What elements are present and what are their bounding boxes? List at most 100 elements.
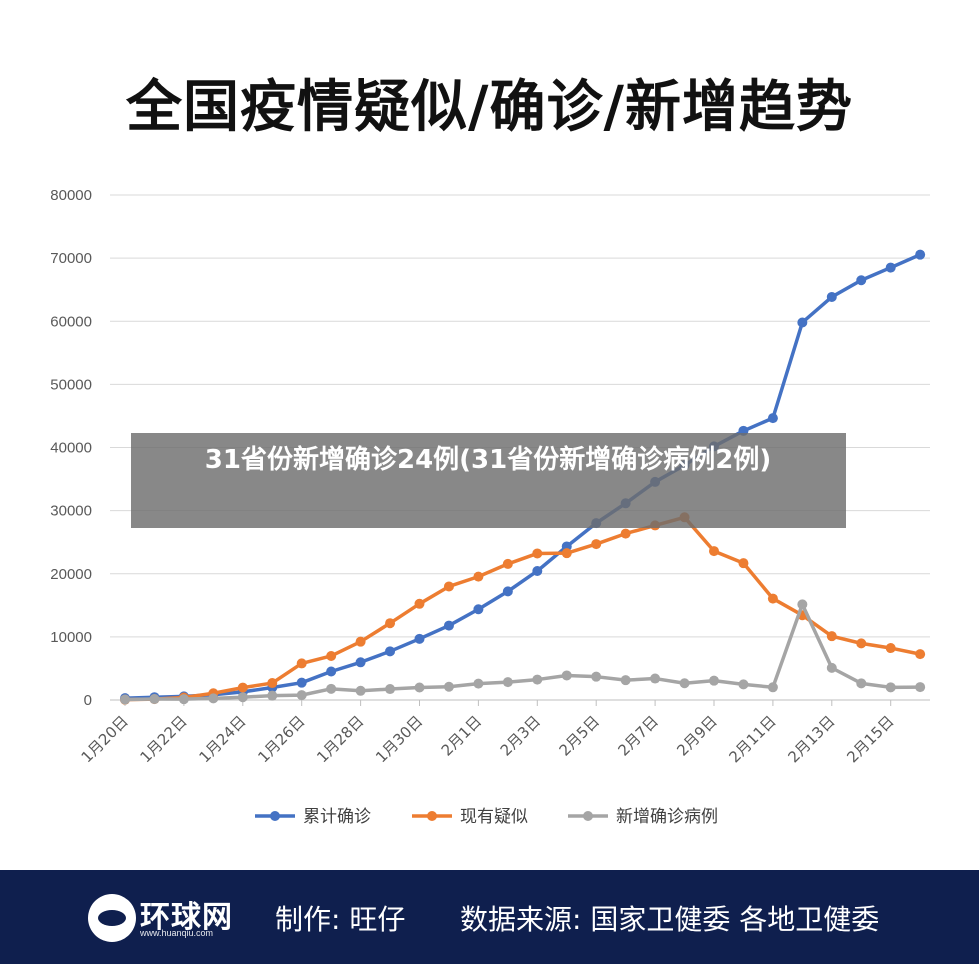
data-point bbox=[208, 693, 219, 704]
data-point bbox=[473, 571, 484, 582]
data-point bbox=[532, 674, 543, 685]
data-point bbox=[355, 685, 366, 696]
x-tick-label: 1月26日 bbox=[254, 712, 308, 766]
data-point bbox=[620, 528, 631, 539]
series-line bbox=[124, 253, 921, 700]
x-tick-label: 1月24日 bbox=[195, 712, 249, 766]
data-point bbox=[767, 593, 778, 604]
data-point bbox=[915, 249, 926, 260]
series-line bbox=[124, 515, 921, 702]
data-point bbox=[856, 678, 867, 689]
data-point bbox=[885, 682, 896, 693]
data-point bbox=[385, 618, 396, 629]
data-source: 数据来源: 国家卫健委 各地卫健委 bbox=[460, 903, 880, 936]
brand-site: www.huanqiu.com bbox=[140, 928, 214, 938]
legend: 累计确诊 现有疑似 新增确诊病例 bbox=[255, 807, 718, 827]
globe-logo-icon bbox=[88, 894, 136, 942]
y-axis-ticks: 0 10000 20000 30000 40000 50000 60000 70000 8000… bbox=[50, 187, 92, 709]
data-point bbox=[385, 684, 396, 695]
data-point bbox=[237, 682, 248, 693]
x-tick-label: 2月3日 bbox=[497, 712, 544, 759]
x-tick-label: 2月7日 bbox=[614, 712, 661, 759]
data-point bbox=[473, 678, 484, 689]
legend-swatch-marker bbox=[270, 811, 280, 821]
data-point bbox=[267, 690, 278, 701]
data-point bbox=[915, 682, 926, 693]
data-point bbox=[826, 662, 837, 673]
data-point bbox=[296, 658, 307, 669]
brand-name: 环球网 bbox=[140, 900, 233, 935]
data-point bbox=[797, 317, 808, 328]
data-point bbox=[237, 692, 248, 703]
data-point bbox=[385, 646, 396, 657]
data-point bbox=[178, 694, 189, 705]
data-point bbox=[738, 558, 749, 569]
y-tick-label: 20000 bbox=[50, 566, 92, 583]
y-tick-label: 50000 bbox=[50, 376, 92, 393]
data-point bbox=[326, 650, 337, 661]
series-1 bbox=[120, 512, 926, 705]
data-point bbox=[296, 677, 307, 688]
footer-bar: 环球网 www.huanqiu.com 制作: 旺仔 数据来源: 国家卫健委 各… bbox=[0, 870, 979, 964]
chart-title: 全国疫情疑似/确诊/新增趋势 bbox=[126, 74, 853, 140]
legend-item: 现有疑似 bbox=[412, 807, 528, 827]
y-tick-label: 0 bbox=[84, 692, 92, 709]
x-tick-label: 2月13日 bbox=[784, 712, 838, 766]
x-tick-label: 1月20日 bbox=[78, 712, 132, 766]
data-point bbox=[414, 682, 425, 693]
x-tick-label: 2月11日 bbox=[726, 712, 780, 766]
data-point bbox=[502, 586, 513, 597]
data-point bbox=[797, 599, 808, 610]
data-point bbox=[561, 670, 572, 681]
data-point bbox=[885, 262, 896, 273]
x-tick-label: 1月30日 bbox=[372, 712, 426, 766]
x-tick-label: 2月1日 bbox=[438, 712, 485, 759]
data-point bbox=[502, 677, 513, 688]
data-point bbox=[502, 558, 513, 569]
x-tick-label: 1月28日 bbox=[313, 712, 367, 766]
line-chart: 0 10000 20000 30000 40000 50000 60000 70000 8000… bbox=[50, 187, 930, 827]
data-point bbox=[355, 636, 366, 647]
data-point bbox=[826, 631, 837, 642]
data-point bbox=[709, 675, 719, 686]
y-tick-label: 70000 bbox=[50, 250, 92, 267]
series-line bbox=[124, 602, 921, 702]
y-tick-label: 40000 bbox=[50, 440, 92, 457]
legend-swatch-marker bbox=[583, 811, 593, 821]
data-point bbox=[650, 673, 661, 684]
y-tick-label: 30000 bbox=[50, 503, 92, 520]
series-2 bbox=[120, 599, 926, 705]
data-point bbox=[767, 682, 778, 693]
data-point bbox=[267, 678, 278, 689]
data-point bbox=[355, 657, 366, 668]
data-point bbox=[296, 690, 307, 701]
data-point bbox=[709, 546, 719, 557]
data-point bbox=[915, 649, 926, 660]
data-point bbox=[532, 565, 543, 576]
legend-item: 新增确诊病例 bbox=[568, 807, 718, 827]
y-tick-label: 80000 bbox=[50, 187, 92, 204]
x-tick-label: 2月5日 bbox=[556, 712, 603, 759]
headline-text[interactable]: 31省份新增确诊24例(31省份新增确诊病例2例) bbox=[204, 445, 772, 475]
legend-label: 新增确诊病例 bbox=[616, 807, 718, 827]
data-point bbox=[620, 675, 631, 686]
y-tick-label: 10000 bbox=[50, 629, 92, 646]
data-point bbox=[767, 413, 778, 424]
data-point bbox=[326, 666, 337, 677]
data-point bbox=[120, 694, 130, 705]
data-point bbox=[149, 694, 160, 705]
legend-label: 现有疑似 bbox=[460, 807, 528, 827]
legend-label: 累计确诊 bbox=[303, 807, 371, 827]
headline-overlay[interactable]: 31省份新增确诊24例(31省份新增确诊病例2例) bbox=[131, 433, 846, 528]
data-point bbox=[443, 620, 454, 631]
data-point bbox=[591, 539, 602, 550]
data-point bbox=[856, 638, 867, 649]
data-point bbox=[443, 681, 454, 692]
data-point bbox=[885, 643, 896, 654]
data-point bbox=[414, 598, 425, 609]
data-point bbox=[532, 548, 543, 559]
x-tick-label: 2月15日 bbox=[843, 712, 897, 766]
data-point bbox=[679, 678, 690, 689]
data-point bbox=[591, 671, 602, 682]
author-credit: 制作: 旺仔 bbox=[275, 903, 406, 936]
